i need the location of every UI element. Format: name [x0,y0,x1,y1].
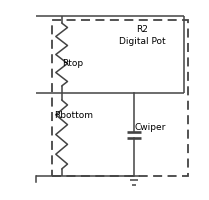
Bar [52,20,188,176]
Text: R2: R2 [136,24,148,33]
Text: Digital Pot: Digital Pot [119,36,166,46]
Text: Rbottom: Rbottom [54,112,93,120]
Text: Rtop: Rtop [62,60,84,68]
Text: Cwiper: Cwiper [135,123,166,132]
